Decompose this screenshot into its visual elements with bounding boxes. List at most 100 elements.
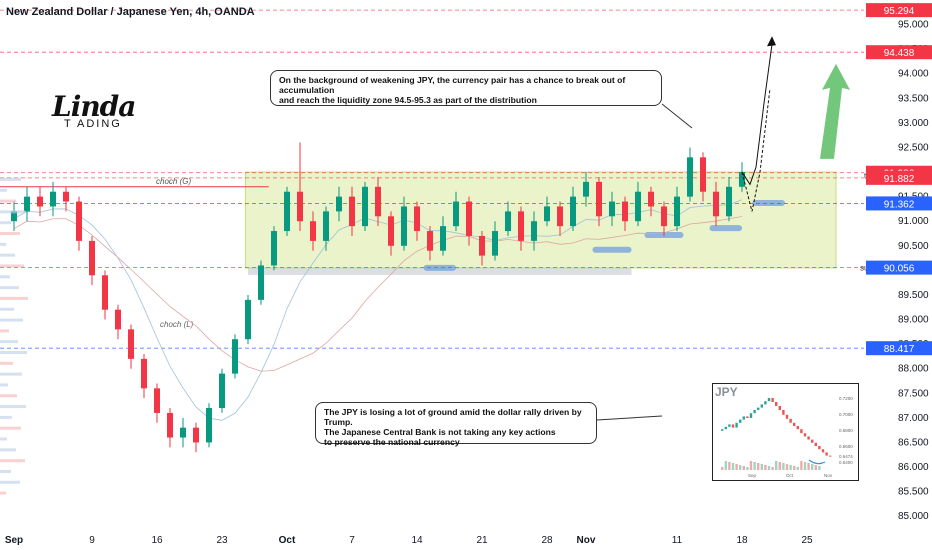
inset-volume-bar (814, 465, 817, 470)
time-axis: Sep 9 16 23 Oct 7 14 21 28 Nov 11 18 25 (5, 535, 813, 546)
candle-body (89, 240, 95, 276)
level-label-text: 91.882 (884, 174, 915, 185)
volume-profile-bar (0, 232, 20, 236)
y-tick-label: 91.000 (898, 216, 929, 227)
liquidity-marker (592, 246, 632, 253)
volume-profile-bar (0, 350, 27, 354)
inset-volume-bar (753, 462, 756, 470)
projection-solid (741, 44, 773, 186)
candle-body (297, 191, 303, 222)
level-label-bg (866, 170, 932, 185)
volume-profile-bar (0, 188, 7, 192)
candle-body (336, 196, 342, 212)
inset-volume-bar (818, 466, 821, 470)
volume-profile-bar (0, 383, 8, 387)
candle-body (167, 412, 173, 438)
inset-candle (785, 414, 789, 419)
y-tick-label: 90.500 (898, 241, 929, 252)
y-tick-label: 86.000 (898, 462, 929, 473)
volume-profile-bar (0, 286, 19, 290)
logo-sub-text: T ADING (64, 118, 122, 130)
y-tick-label: 85.500 (898, 487, 929, 498)
candle-body (531, 221, 537, 241)
candle-body (622, 201, 628, 222)
inset-candle (789, 418, 792, 423)
callout-bottom-line-1: The JPY is losing a lot of ground amid t… (324, 407, 582, 427)
candle-body (492, 231, 498, 256)
candle-body (154, 388, 160, 413)
volume-profile-bar (0, 372, 22, 376)
level-label-bg (866, 45, 932, 60)
volume-profile-bar (0, 253, 15, 257)
y-tick-label: 89.000 (898, 315, 929, 326)
y-tick-label: 87.500 (898, 388, 929, 399)
inset-candle (829, 455, 832, 457)
inset-volume-bar (739, 465, 742, 470)
y-tick-label: 93.500 (898, 93, 929, 104)
inset-candle (739, 419, 742, 423)
candle-body (232, 339, 238, 374)
candle-body (193, 427, 199, 443)
choch-l-label: choch (L) (160, 320, 194, 329)
volume-profile-bar (0, 340, 18, 344)
volume-profile-bar (0, 491, 6, 495)
candle-body (128, 329, 134, 359)
level-label-bg (866, 341, 932, 356)
inset-candle (821, 449, 825, 453)
x-tick-label: 25 (801, 535, 813, 546)
inset-volume-bar (728, 462, 731, 470)
liquidity-marker (752, 200, 785, 207)
candle-body (583, 181, 589, 197)
callout-bottom[interactable]: The JPY is losing a lot of ground amid t… (315, 402, 597, 447)
volume-profile-bar (0, 221, 11, 225)
projection-drawings (596, 36, 850, 421)
x-tick-label: 18 (736, 535, 748, 546)
callout-bottom-line-3: to preserve the national currency (324, 437, 460, 447)
jpy-inset-chart[interactable]: JPY 0.7200 0.7000 0.6800 0.6600 0.6474 0.6400… (712, 383, 859, 481)
inset-volume-bar (742, 466, 745, 470)
volume-profile-bar (0, 318, 23, 322)
volume-profile-bar (0, 199, 16, 203)
volume-profile-bar (0, 242, 6, 246)
inset-candle (782, 410, 785, 415)
choch-g-label: choch (G) (156, 177, 191, 186)
y-tick-label: 87.000 (898, 413, 929, 424)
inset-candle (749, 413, 753, 418)
candle-body (479, 235, 485, 256)
candle-body (323, 211, 329, 241)
y-tick-label: 93.000 (898, 118, 929, 129)
candle-body (674, 196, 680, 227)
inset-candle (728, 424, 731, 427)
inset-candle (825, 452, 828, 456)
candle-body (310, 221, 316, 241)
inset-candle (807, 436, 810, 440)
x-tick-label: Oct (279, 535, 296, 546)
volume-profile-bar (0, 480, 20, 484)
level-label-text: 88.417 (884, 344, 915, 355)
volume-profile-bar (0, 210, 25, 214)
level-label-bg (866, 196, 932, 211)
volume-profile-bar (0, 296, 28, 300)
y-tick-label: 88.000 (898, 364, 929, 375)
inset-y-tick: 0.7200 (839, 396, 853, 401)
inset-candle (811, 439, 814, 443)
level-label-text: 95.294 (884, 6, 915, 17)
x-tick-label: 16 (151, 535, 163, 546)
candle-body (700, 157, 706, 192)
callout-top[interactable]: On the background of weakening JPY, the … (270, 70, 662, 106)
inset-volume-bar (746, 467, 749, 470)
level-label-text: 94.438 (884, 48, 915, 59)
volume-profile-bar (0, 361, 13, 365)
inset-candle (757, 407, 760, 410)
volume-profile-bar (0, 437, 7, 441)
inset-x-tick: Oct (786, 473, 794, 478)
y-tick-label: 95.000 (898, 20, 929, 31)
y-tick-label: 94.000 (898, 69, 929, 80)
inset-candle (803, 433, 807, 437)
candle-body (427, 231, 433, 251)
inset-volume-bar (803, 462, 807, 470)
inset-volume-bar (749, 461, 753, 470)
candle-body (180, 427, 186, 438)
inset-y-tick: 0.6800 (839, 428, 853, 433)
projection-arrowhead (767, 36, 776, 47)
